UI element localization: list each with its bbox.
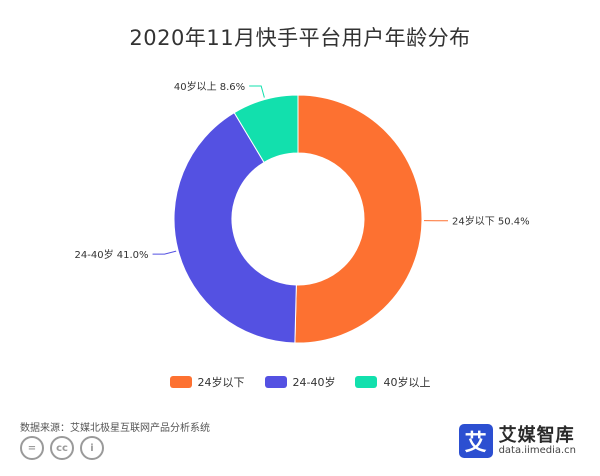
labels-group: 24岁以下 50.4% 24-40岁 41.0% 40岁以上 8.6% bbox=[75, 80, 530, 261]
equal-icon: = bbox=[20, 436, 44, 460]
data-source: 数据来源：艾媒北极星互联网产品分析系统 bbox=[20, 423, 210, 434]
label-24-40-leader bbox=[152, 250, 177, 255]
legend: 24岁以下 24-40岁 40岁以上 bbox=[0, 374, 600, 390]
legend-item-over-40[interactable]: 40岁以上 bbox=[355, 374, 430, 390]
legend-item-under-24[interactable]: 24岁以下 bbox=[169, 374, 245, 390]
logo-mark-icon: 艾 bbox=[458, 424, 493, 458]
legend-swatch-24-40 bbox=[264, 376, 287, 388]
legend-swatch-over-40 bbox=[355, 376, 378, 388]
legend-label-over-40: 40岁以上 bbox=[383, 376, 431, 389]
label-over-40: 40岁以上 8.6% bbox=[174, 80, 245, 93]
slice-24-40[interactable] bbox=[173, 111, 297, 344]
logo-text: 艾媒智库 data.iimedia.cn bbox=[498, 424, 576, 457]
person-icon: i bbox=[80, 436, 104, 460]
legend-item-24-40[interactable]: 24-40岁 bbox=[264, 374, 336, 390]
chart-title: 2020年11月快手平台用户年龄分布 bbox=[129, 26, 471, 50]
legend-label-under-24: 24岁以下 bbox=[197, 376, 245, 389]
label-over-40-leader bbox=[249, 85, 265, 98]
label-under-24: 24岁以下 50.4% bbox=[452, 215, 530, 228]
logo-name: 艾媒智库 bbox=[498, 424, 575, 446]
slices-group bbox=[173, 94, 423, 344]
label-24-40: 24-40岁 41.0% bbox=[75, 248, 149, 261]
legend-label-24-40: 24-40岁 bbox=[292, 376, 336, 389]
cc-icon: cc bbox=[50, 436, 74, 460]
logo-url: data.iimedia.cn bbox=[498, 445, 576, 457]
license-icons: = cc i bbox=[20, 436, 104, 460]
slice-over-40[interactable] bbox=[233, 94, 299, 164]
slice-under-24[interactable] bbox=[294, 94, 423, 344]
legend-swatch-under-24 bbox=[169, 376, 192, 388]
brand-logo: 艾 艾媒智库 data.iimedia.cn bbox=[458, 424, 576, 458]
